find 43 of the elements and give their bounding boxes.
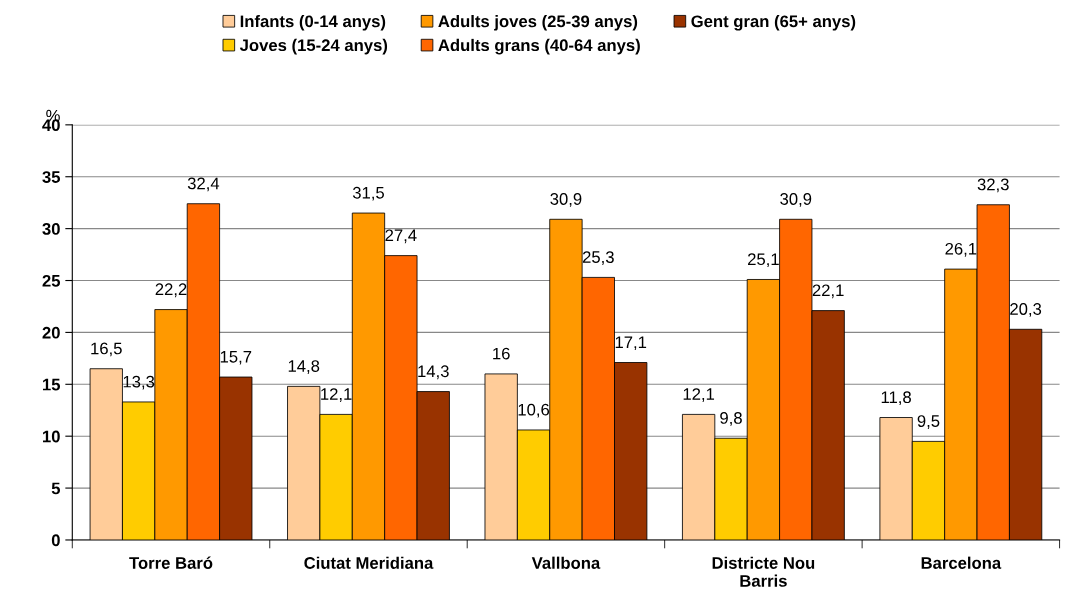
- x-tick-label: Torre Baró: [129, 556, 213, 569]
- data-label: 25,3: [582, 251, 614, 265]
- data-label: 9,5: [917, 415, 940, 429]
- legend-label: Infants (0-14 anys): [240, 15, 386, 31]
- legend-label: Joves (15-24 anys): [239, 38, 388, 55]
- data-label: 25,1: [748, 253, 779, 268]
- y-tick-label: 30: [42, 223, 60, 235]
- y-tick-label: 35: [42, 171, 61, 183]
- legend-label: Adults joves (25-39 anys): [438, 15, 638, 31]
- data-label: 12,1: [321, 388, 352, 402]
- data-label: 16: [493, 347, 510, 360]
- data-label: 14,3: [418, 365, 449, 380]
- x-tick-label: Vallbona: [531, 556, 601, 569]
- data-label: 30,9: [550, 193, 582, 207]
- data-label: 22,1: [812, 284, 844, 299]
- data-label: 11,8: [881, 391, 911, 406]
- data-label: 13,3: [123, 375, 155, 390]
- data-label: 17,1: [615, 336, 647, 351]
- data-label: 32,4: [187, 177, 220, 192]
- x-tick-label: Districte Nou Barris: [712, 556, 815, 587]
- data-label: 12,1: [683, 388, 715, 402]
- y-tick-label: 20: [42, 326, 60, 339]
- x-tick-label: Barcelona: [921, 556, 1002, 569]
- x-tick-label: Ciutat Meridiana: [304, 556, 434, 569]
- data-label: 15,7: [220, 351, 252, 365]
- data-label: 27,4: [385, 229, 417, 244]
- data-label: 22,2: [155, 283, 187, 298]
- y-tick-label: 0: [51, 534, 60, 547]
- data-label: 16,5: [91, 342, 122, 357]
- data-label: 9,8: [720, 412, 742, 426]
- y-tick-label: 25: [42, 274, 61, 287]
- data-label: 30,9: [780, 193, 812, 207]
- y-tick-label: 15: [43, 378, 61, 391]
- data-label: 20,3: [1010, 303, 1042, 317]
- data-label: 26,1: [945, 242, 977, 257]
- legend-label: Adults grans (40-64 anys): [438, 38, 640, 55]
- y-tick-label: 10: [43, 430, 60, 443]
- data-label: 32,3: [977, 178, 1009, 193]
- data-label: 10,6: [518, 403, 550, 418]
- data-label: 31,5: [352, 186, 384, 201]
- data-label: 14,8: [288, 360, 320, 374]
- legend-label: Gent gran (65+ anys): [691, 15, 856, 31]
- y-tick-label: 5: [51, 482, 61, 495]
